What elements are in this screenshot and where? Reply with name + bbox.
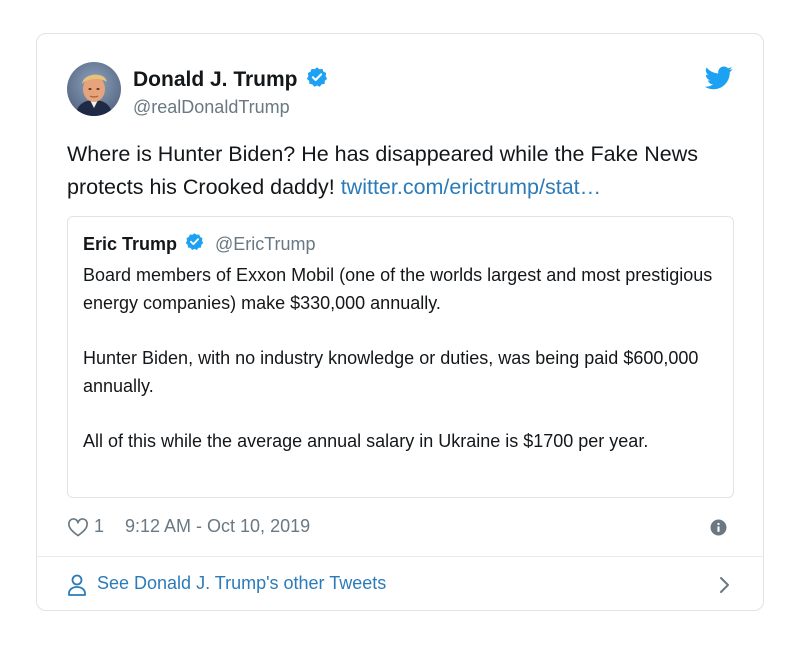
tweet-text-body: Where is Hunter Biden? He has disappeare… xyxy=(67,142,698,199)
tweet-header: Donald J. Trump @realDonaldTrump xyxy=(67,62,733,122)
like-count: 1 xyxy=(94,516,105,536)
tweet-meta: 1 9:12 AM - Oct 10, 2019 xyxy=(67,514,733,540)
quoted-tweet-body: Board members of Exxon Mobil (one of the… xyxy=(83,261,723,482)
see-other-tweets-link[interactable]: See Donald J. Trump's other Tweets xyxy=(67,571,733,599)
author-names: Donald J. Trump @realDonaldTrump xyxy=(133,66,328,118)
tweet-timestamp[interactable]: 9:12 AM - Oct 10, 2019 xyxy=(125,516,311,536)
tweet-text: Where is Hunter Biden? He has disappeare… xyxy=(67,138,727,204)
author-handle[interactable]: @realDonaldTrump xyxy=(133,97,290,117)
info-icon[interactable] xyxy=(710,519,727,541)
quoted-paragraph: All of this while the average annual sal… xyxy=(83,431,649,451)
heart-icon xyxy=(68,517,88,536)
avatar-photo-icon xyxy=(67,62,121,116)
see-other-tweets-label: See Donald J. Trump's other Tweets xyxy=(97,573,387,593)
quoted-tweet[interactable]: Eric Trump @EricTrump Board members of E… xyxy=(67,216,734,498)
quoted-tweet-header: Eric Trump @EricTrump xyxy=(83,232,316,256)
quoted-paragraph: Board members of Exxon Mobil (one of the… xyxy=(83,265,713,313)
quoted-verified-badge-icon xyxy=(185,232,204,256)
author-avatar[interactable] xyxy=(67,62,121,116)
verified-badge-icon xyxy=(306,66,328,93)
quoted-author-name: Eric Trump xyxy=(83,233,178,254)
chevron-right-icon xyxy=(719,576,731,599)
person-icon xyxy=(67,574,87,601)
twitter-bird-icon[interactable] xyxy=(704,66,733,95)
quoted-paragraph: Hunter Biden, with no industry knowledge… xyxy=(83,348,699,396)
author-display-name[interactable]: Donald J. Trump xyxy=(133,67,298,91)
tweet-embed-card: Donald J. Trump @realDonaldTrump Where i… xyxy=(36,33,764,611)
quoted-author-handle: @EricTrump xyxy=(214,233,316,254)
divider xyxy=(37,556,763,557)
like-button[interactable]: 1 xyxy=(67,516,104,537)
tweet-link[interactable]: twitter.com/erictrump/stat… xyxy=(340,175,602,199)
